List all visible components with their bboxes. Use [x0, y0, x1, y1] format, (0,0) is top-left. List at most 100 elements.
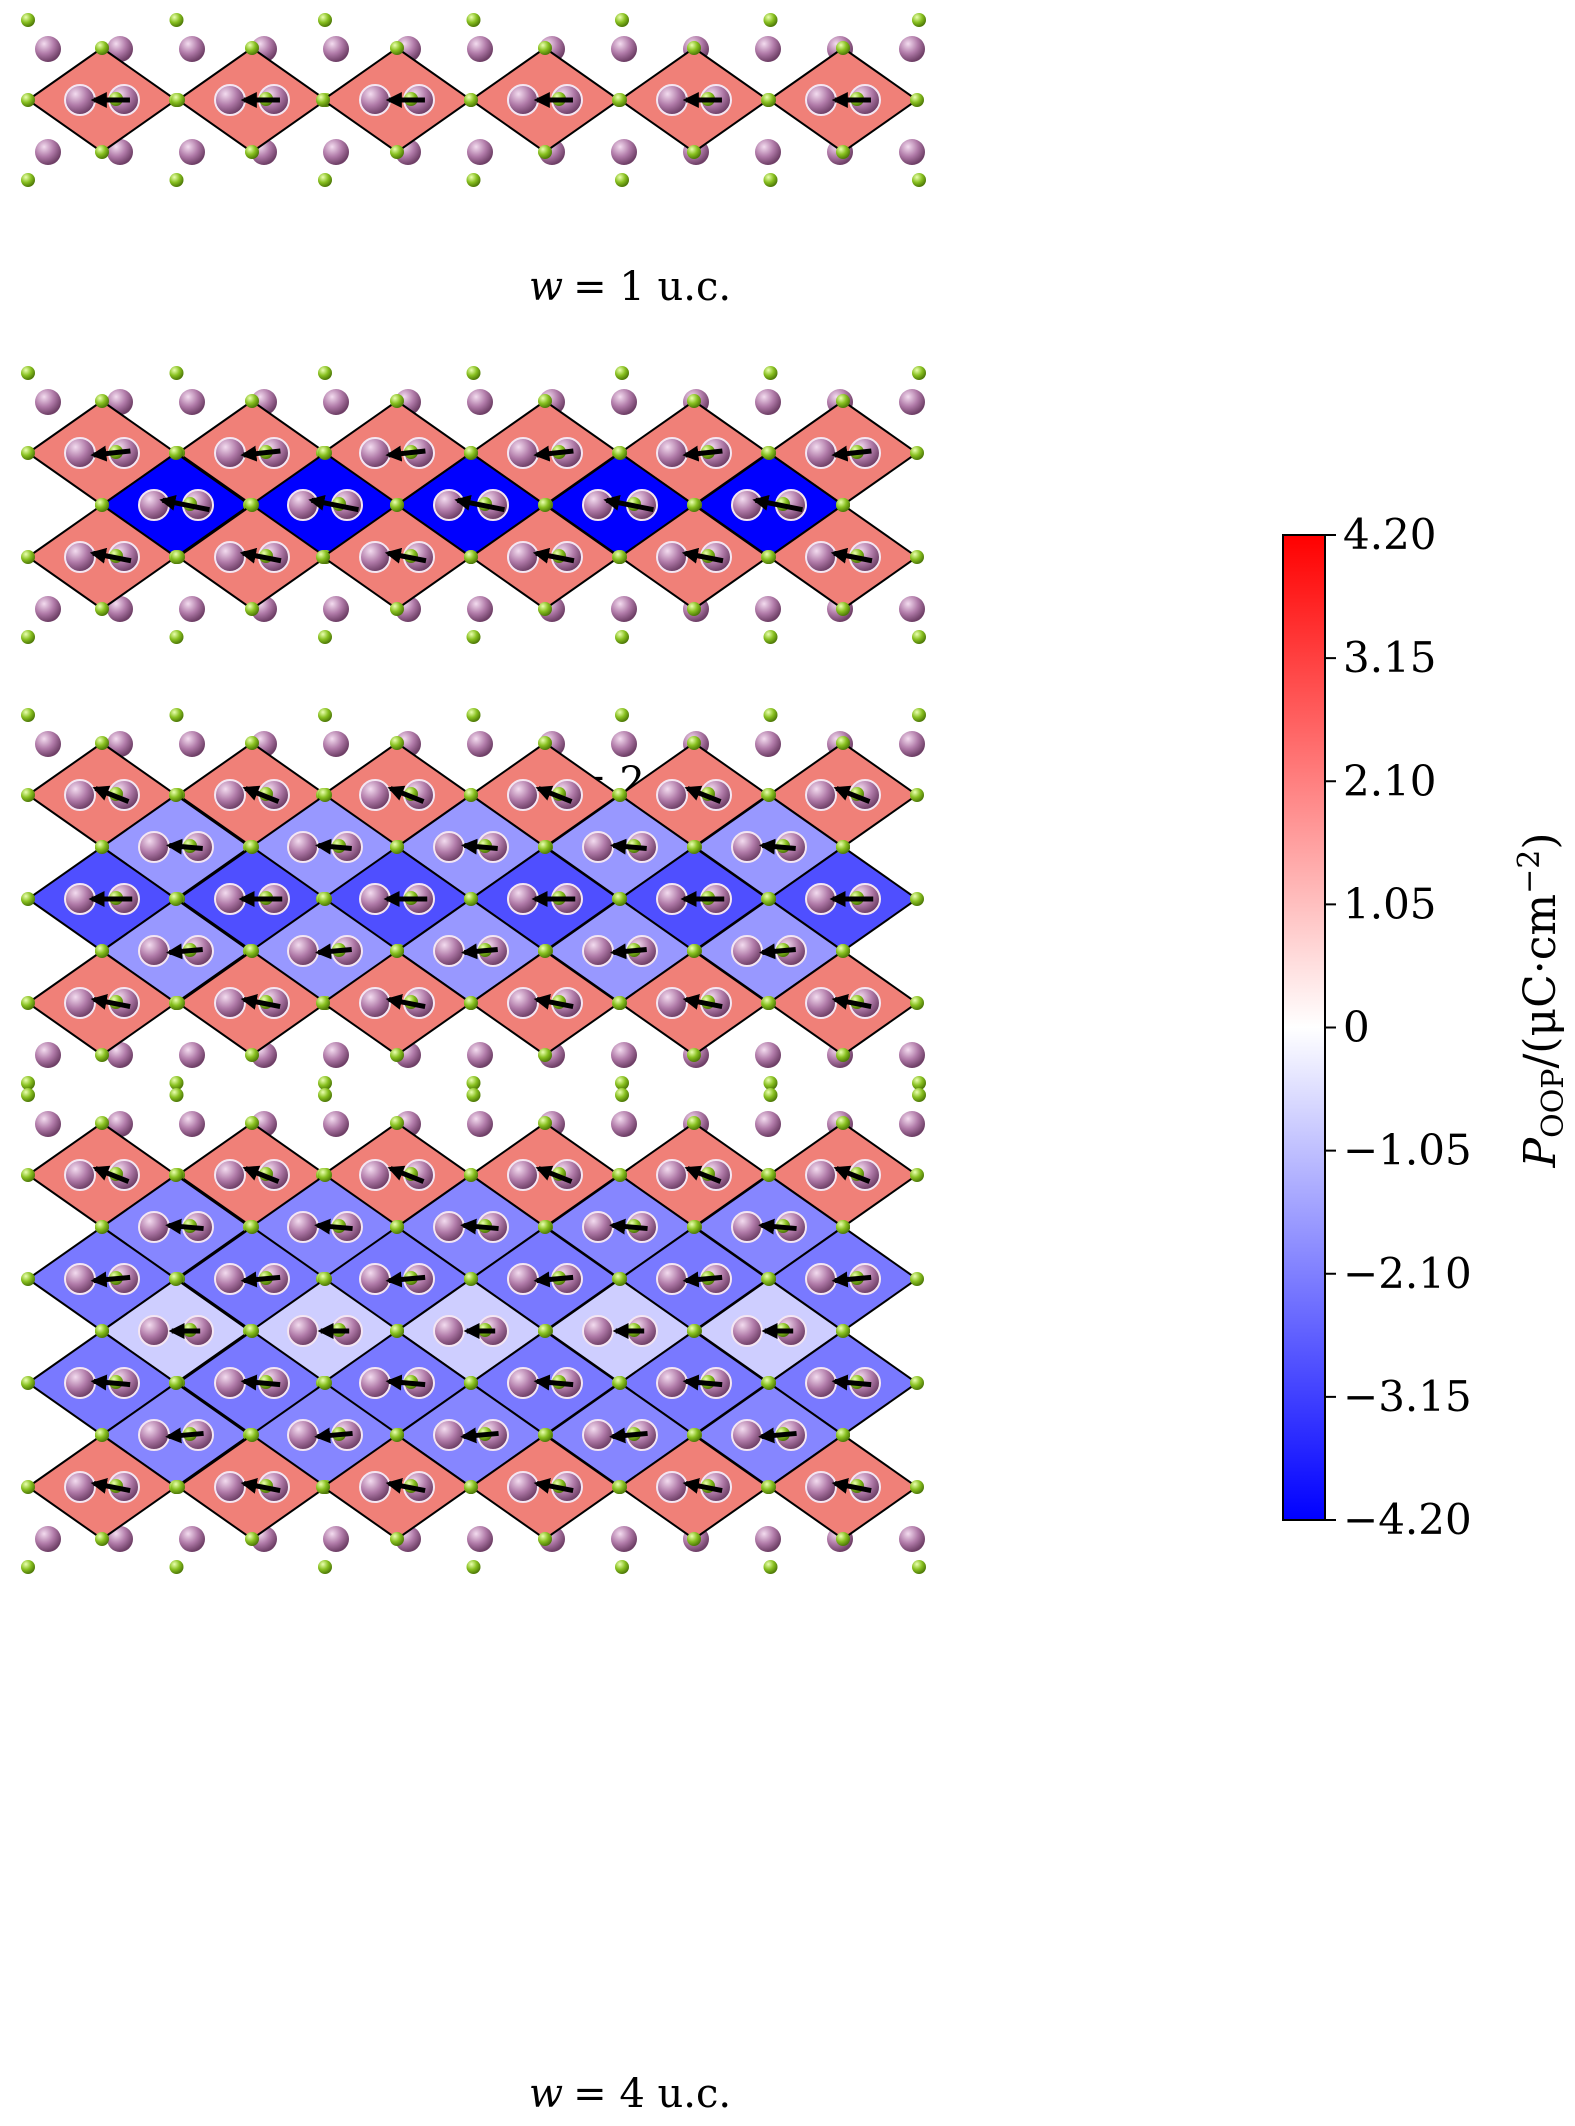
green-atom	[762, 1376, 776, 1390]
caption-value: = 4 u.c.	[573, 2071, 731, 2117]
green-atom	[912, 366, 926, 380]
green-atom	[21, 446, 35, 460]
green-atom	[912, 630, 926, 644]
pink-atom	[755, 596, 781, 622]
green-atom	[912, 708, 926, 722]
polarization-arrow	[90, 994, 131, 1010]
pink-atom	[179, 596, 205, 622]
green-atom	[95, 1428, 109, 1442]
green-atom	[912, 173, 926, 187]
green-atom	[21, 93, 35, 107]
green-atom	[836, 1116, 850, 1130]
pink-atom	[507, 987, 539, 1019]
green-atom	[464, 1480, 478, 1494]
colorbar-gradient	[1282, 534, 1326, 1521]
polarization-arrow	[610, 943, 647, 960]
polarization-arrow	[315, 838, 352, 855]
pink-atom	[731, 831, 763, 863]
pink-atom	[507, 779, 539, 811]
pink-atom	[323, 596, 349, 622]
pink-atom	[755, 1111, 781, 1137]
polarization-arrow	[535, 1165, 573, 1184]
green-atom	[687, 1116, 701, 1130]
polarization-arrow	[831, 994, 872, 1010]
green-atom	[538, 41, 552, 55]
green-atom	[464, 996, 478, 1010]
polarization-arrow	[90, 1374, 131, 1391]
green-atom	[613, 788, 627, 802]
pink-atom	[64, 1471, 96, 1503]
green-atom	[169, 708, 184, 722]
polarization-arrow	[830, 547, 873, 564]
green-atom	[613, 1168, 627, 1182]
pink-atom	[214, 883, 246, 915]
polarization-arrow	[165, 1427, 204, 1444]
polarization-cell	[21, 1428, 183, 1546]
green-atom	[910, 1480, 924, 1494]
green-atom	[538, 145, 552, 159]
green-atom	[687, 394, 701, 408]
pink-atom	[507, 437, 539, 469]
green-atom	[21, 1168, 35, 1182]
pink-atom	[582, 831, 614, 863]
green-atom	[836, 1532, 850, 1546]
green-atom	[245, 145, 259, 159]
green-atom	[466, 630, 481, 644]
pink-atom	[805, 437, 837, 469]
green-atom	[538, 944, 552, 958]
pink-atom	[755, 731, 781, 757]
pink-atom	[805, 541, 837, 573]
pink-atom	[433, 489, 465, 521]
green-atom	[466, 173, 481, 187]
polarization-cell	[316, 41, 478, 159]
green-atom	[687, 1220, 701, 1234]
pink-atom	[35, 36, 61, 62]
pink-atom	[731, 1419, 763, 1451]
green-atom	[836, 145, 850, 159]
polarization-arrow	[533, 1374, 574, 1391]
green-atom	[836, 602, 850, 616]
caption-variable: w	[529, 2071, 563, 2117]
polarization-arrow	[89, 547, 132, 564]
green-atom	[95, 602, 109, 616]
green-atom	[318, 13, 332, 27]
green-atom	[762, 550, 776, 564]
pink-atom	[287, 831, 319, 863]
green-atom	[316, 996, 330, 1010]
cell-row	[21, 1428, 924, 1546]
polarization-arrow	[159, 494, 210, 513]
green-atom	[836, 498, 850, 512]
polarization-arrow	[682, 1271, 723, 1288]
green-atom	[613, 446, 627, 460]
green-atom	[763, 630, 778, 644]
pink-atom	[64, 1159, 96, 1191]
polarization-cell	[762, 1428, 924, 1546]
green-atom	[21, 173, 35, 187]
green-atom	[687, 145, 701, 159]
pink-atom	[611, 1111, 637, 1137]
caption-value: = 1 u.c.	[573, 264, 731, 310]
green-atom	[390, 1220, 404, 1234]
polarization-arrow	[831, 1374, 872, 1391]
polarization-arrow	[609, 1218, 648, 1235]
pink-atom	[64, 883, 96, 915]
green-atom	[390, 1324, 404, 1338]
green-atom	[390, 736, 404, 750]
green-atom	[21, 13, 35, 27]
pink-atom	[323, 389, 349, 415]
green-atom	[836, 394, 850, 408]
green-atom	[245, 1116, 259, 1130]
polarization-cell	[21, 498, 183, 616]
polarization-arrow	[460, 1218, 499, 1235]
pink-atom	[731, 1211, 763, 1243]
green-atom	[21, 1088, 35, 1102]
pink-atom	[64, 1263, 96, 1295]
green-atom	[538, 394, 552, 408]
green-atom	[464, 446, 478, 460]
pink-atom	[656, 779, 688, 811]
green-atom	[390, 41, 404, 55]
pink-atom	[899, 389, 925, 415]
pink-atom	[433, 1419, 465, 1451]
green-atom	[318, 1272, 332, 1286]
pink-atom	[467, 1526, 493, 1552]
